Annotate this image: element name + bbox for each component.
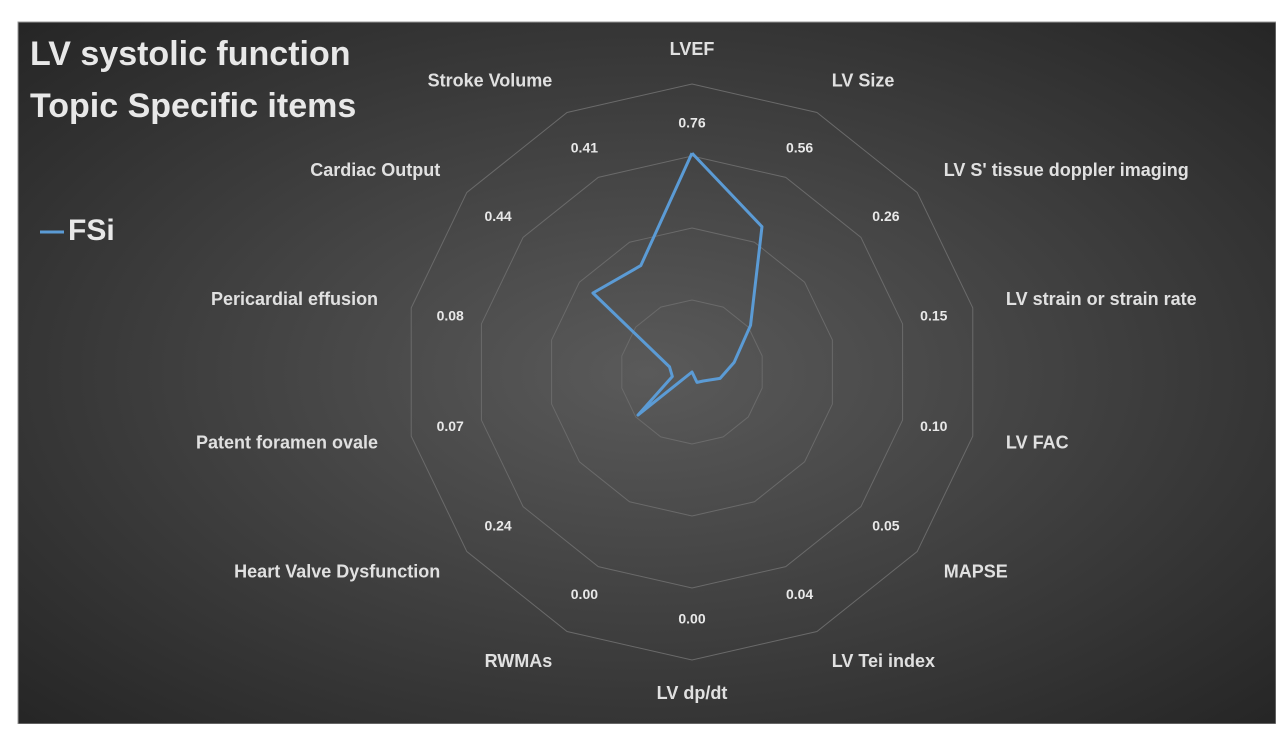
- category-label: LV S' tissue doppler imaging: [944, 160, 1189, 180]
- category-label: Patent foramen ovale: [196, 432, 378, 452]
- category-label: LV dp/dt: [657, 683, 728, 703]
- category-label: Pericardial effusion: [211, 289, 378, 309]
- data-label: 0.04: [786, 586, 813, 602]
- grid-ring: [410, 83, 974, 661]
- series-line: [591, 152, 764, 417]
- category-label: RWMAs: [485, 651, 553, 671]
- chart-subtitle: Topic Specific items: [30, 87, 356, 125]
- data-label: 0.07: [437, 418, 464, 434]
- grid-ring: [551, 227, 833, 517]
- category-label: LV strain or strain rate: [1006, 289, 1197, 309]
- category-label: Stroke Volume: [428, 71, 553, 91]
- chart-title: LV systolic function: [30, 35, 351, 73]
- chart-background: [17, 21, 1276, 725]
- data-label: 0.41: [571, 139, 598, 155]
- category-label: LVEF: [670, 39, 715, 59]
- category-label: MAPSE: [944, 562, 1008, 582]
- data-label: 0.56: [786, 139, 813, 155]
- category-label: LV FAC: [1006, 432, 1069, 452]
- category-label: Cardiac Output: [310, 160, 440, 180]
- data-label: 0.26: [872, 208, 899, 224]
- data-label: 0.05: [872, 517, 899, 533]
- legend-label: FSi: [68, 214, 115, 247]
- data-label: 0.76: [678, 115, 705, 131]
- data-label: 0.00: [678, 611, 705, 627]
- grid-ring: [621, 299, 763, 445]
- data-label: 0.08: [437, 308, 464, 324]
- data-label: 0.00: [571, 586, 598, 602]
- category-label: LV Size: [832, 71, 895, 91]
- category-label: Heart Valve Dysfunction: [234, 562, 440, 582]
- grid-ring: [480, 155, 904, 589]
- data-label: 0.24: [484, 517, 511, 533]
- data-label: 0.15: [920, 308, 947, 324]
- data-label: 0.44: [484, 208, 511, 224]
- category-label: LV Tei index: [832, 651, 935, 671]
- data-label: 0.10: [920, 418, 947, 434]
